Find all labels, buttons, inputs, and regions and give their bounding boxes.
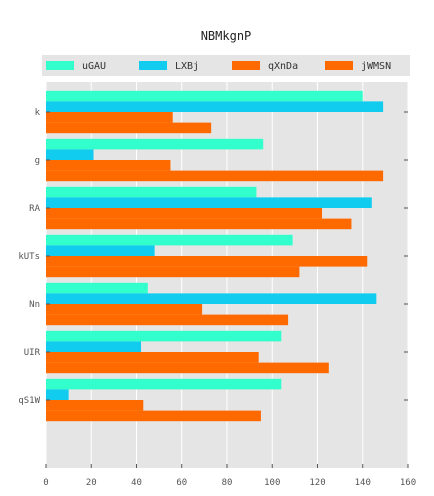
bar-qXnDa-g xyxy=(46,160,171,171)
bar-jWMSN-UIR xyxy=(46,362,329,374)
bar-uGAU-k xyxy=(46,90,363,102)
legend-label-LXBj: LXBj xyxy=(175,61,199,72)
x-tick-label-100: 100 xyxy=(264,478,280,488)
bar-uGAU-RA xyxy=(46,186,257,198)
chart-title: NBMkgnP xyxy=(201,29,252,43)
bar-qXnDa-Nn xyxy=(46,304,203,315)
bar-jWMSN-RA xyxy=(46,218,352,230)
bar-jWMSN-g xyxy=(46,170,384,182)
bar-uGAU-qS1W xyxy=(46,378,282,390)
y-tick-label-kUTs: kUTs xyxy=(18,252,40,262)
legend-label-jWMSN: jWMSN xyxy=(361,61,391,72)
bar-qXnDa-qS1W xyxy=(46,400,144,411)
x-tick-label-160: 160 xyxy=(400,478,416,488)
bar-uGAU-UIR xyxy=(46,330,282,342)
bar-LXBj-Nn xyxy=(46,293,377,304)
bar-LXBj-g xyxy=(46,149,94,160)
bar-jWMSN-Nn xyxy=(46,314,289,326)
legend-swatch-jWMSN xyxy=(325,61,353,70)
bar-uGAU-g xyxy=(46,138,264,150)
y-tick-label-g: g xyxy=(35,156,40,166)
x-tick-label-120: 120 xyxy=(309,478,325,488)
bar-LXBj-k xyxy=(46,101,384,112)
x-tick-label-80: 80 xyxy=(222,478,233,488)
bar-LXBj-qS1W xyxy=(46,389,69,400)
bar-qXnDa-k xyxy=(46,112,173,123)
y-tick-label-Nn: Nn xyxy=(29,300,40,310)
bar-qXnDa-kUTs xyxy=(46,256,368,267)
bar-uGAU-kUTs xyxy=(46,234,293,246)
bar-jWMSN-qS1W xyxy=(46,410,261,422)
legend-label-uGAU: uGAU xyxy=(82,61,106,72)
bar-qXnDa-RA xyxy=(46,208,323,219)
x-tick-label-60: 60 xyxy=(176,478,187,488)
bar-LXBj-kUTs xyxy=(46,245,155,256)
y-tick-label-k: k xyxy=(35,108,41,118)
x-tick-label-40: 40 xyxy=(131,478,142,488)
legend: uGAU LXBj qXnDa jWMSN xyxy=(42,55,410,76)
x-tick-label-20: 20 xyxy=(86,478,97,488)
y-tick-label-UIR: UIR xyxy=(24,348,41,358)
bar-LXBj-UIR xyxy=(46,341,142,352)
bar-LXBj-RA xyxy=(46,197,372,208)
legend-swatch-uGAU xyxy=(46,61,74,70)
bar-uGAU-Nn xyxy=(46,282,148,294)
y-tick-label-RA: RA xyxy=(29,204,40,214)
legend-box xyxy=(42,55,410,76)
bar-jWMSN-kUTs xyxy=(46,266,300,278)
bar-jWMSN-k xyxy=(46,122,212,134)
legend-swatch-qXnDa xyxy=(232,61,260,70)
legend-label-qXnDa: qXnDa xyxy=(268,61,298,72)
y-tick-label-qS1W: qS1W xyxy=(18,396,40,406)
bars xyxy=(46,90,384,422)
bar-qXnDa-UIR xyxy=(46,352,259,363)
legend-swatch-LXBj xyxy=(139,61,167,70)
x-tick-label-140: 140 xyxy=(355,478,371,488)
x-tick-label-0: 0 xyxy=(43,478,48,488)
axes: k g RA kUTs Nn UIR qS1W 0 20 40 60 80 100 120 140 160 xyxy=(18,108,416,488)
